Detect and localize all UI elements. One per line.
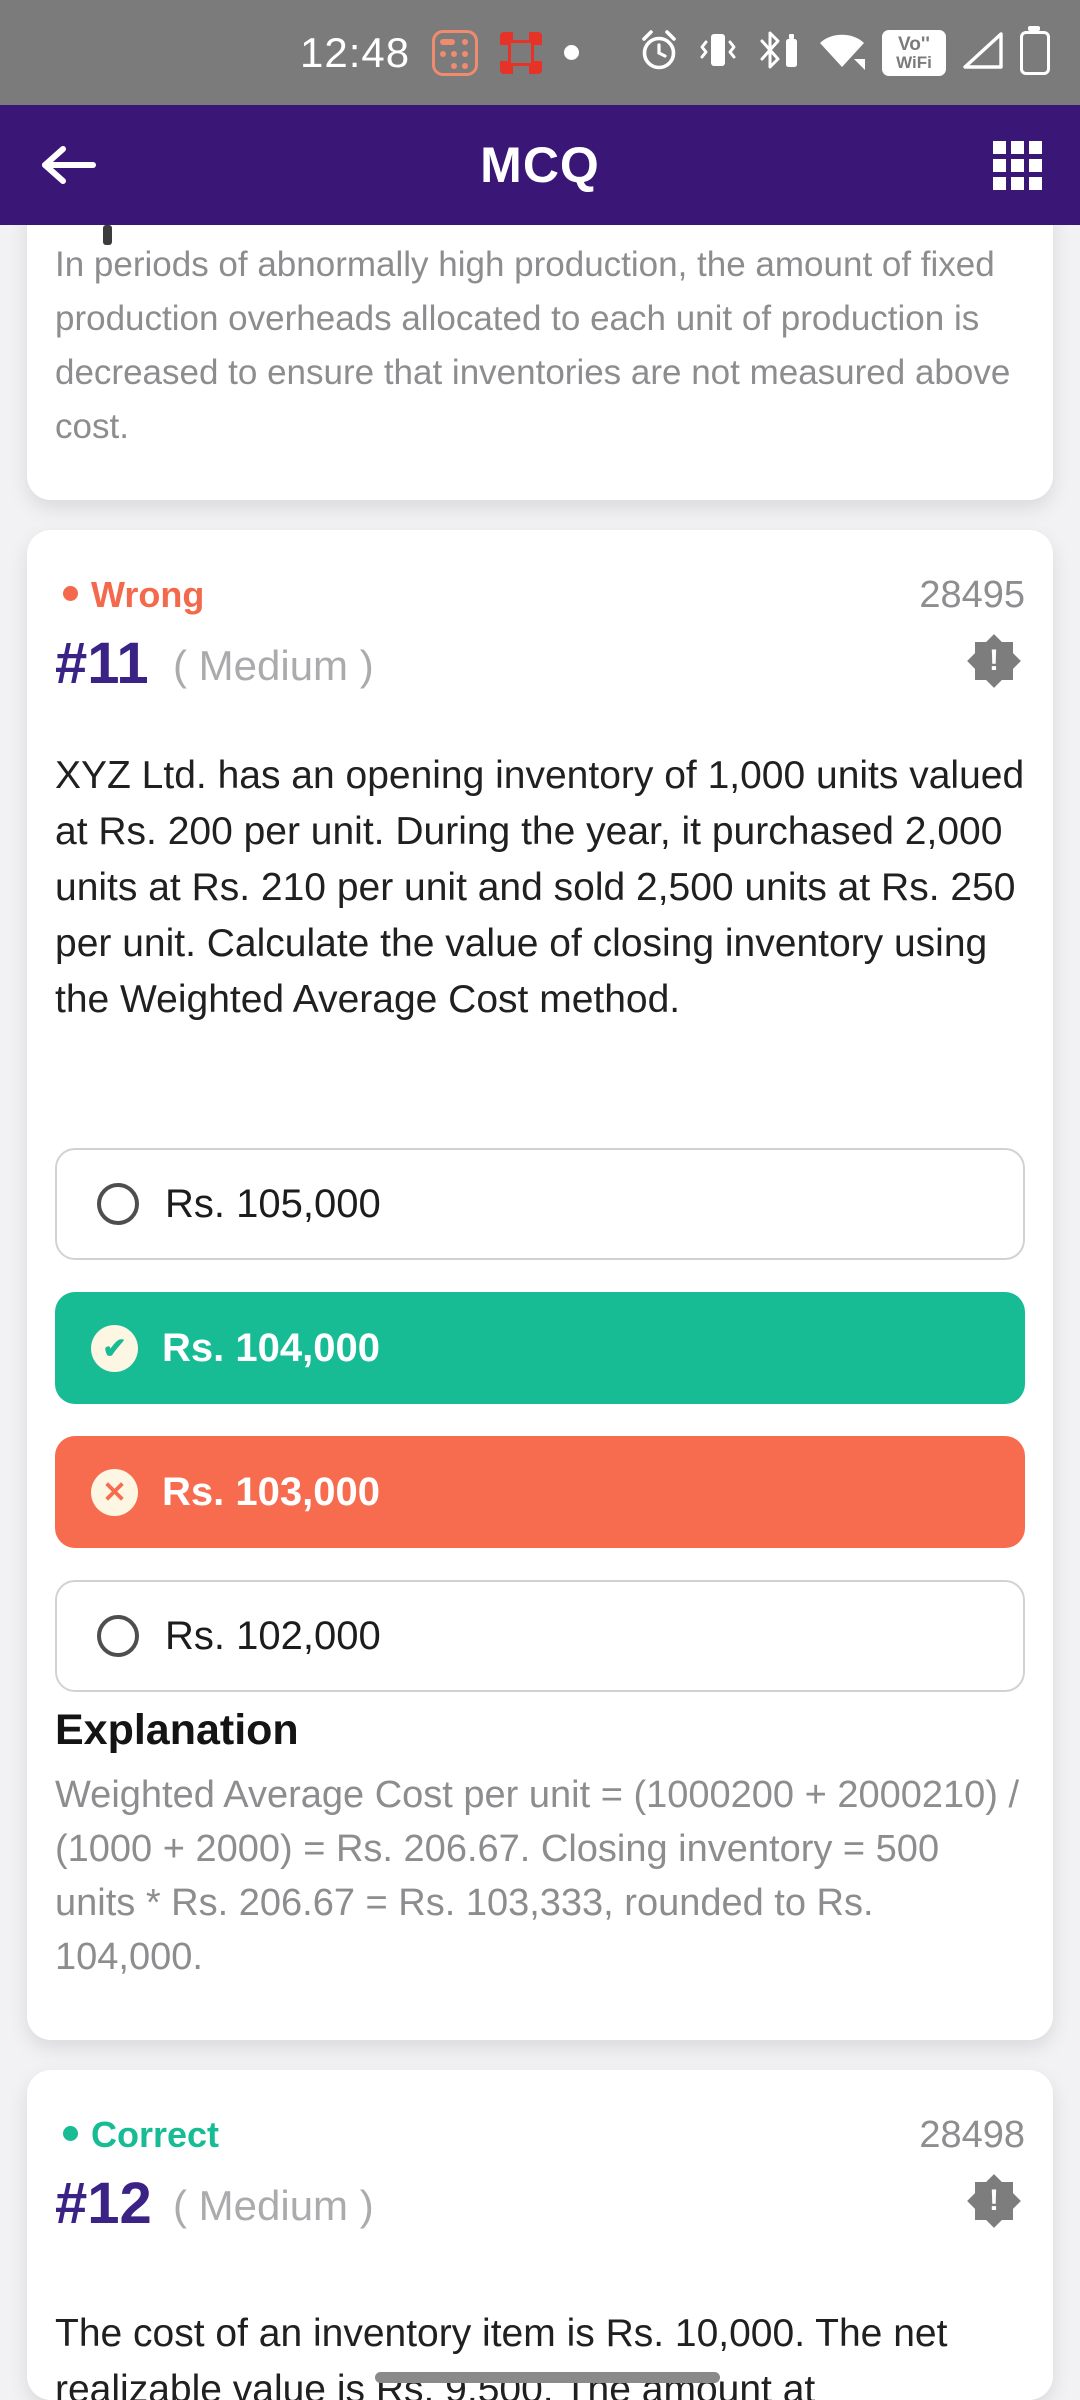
option-d[interactable]: Rs. 102,000: [55, 1580, 1025, 1692]
vowifi-icon: Vo'' WiFi: [882, 29, 946, 76]
result-row: Wrong 28495: [55, 574, 1025, 618]
question-difficulty: ( Medium ): [173, 2182, 374, 2229]
question-grid-button[interactable]: [993, 141, 1042, 190]
status-bar-left: 12:48: [300, 0, 580, 105]
report-question-button[interactable]: !: [967, 2174, 1021, 2228]
result-row: Correct 28498: [55, 2114, 1025, 2158]
question-text: The cost of an inventory item is Rs. 10,…: [55, 2312, 948, 2400]
option-label: Rs. 105,000: [165, 1181, 381, 1226]
question-card-12: Correct 28498 #12 ( Medium ) ! The cost …: [27, 2070, 1053, 2400]
back-button[interactable]: [34, 133, 104, 197]
explanation-text: Weighted Average Cost per unit = (100020…: [55, 1774, 1020, 1978]
radio-icon: [97, 1615, 139, 1657]
notification-dot-icon: [564, 45, 580, 60]
explanation-heading: Explanation: [55, 1706, 299, 1754]
result-status: Wrong: [91, 574, 205, 615]
report-question-button[interactable]: !: [967, 634, 1021, 688]
remote-app-notification-icon: [432, 29, 479, 76]
question-title-row: #12 ( Medium ) !: [55, 2170, 1025, 2246]
question-id: 28498: [919, 2114, 1025, 2156]
wifi-icon: [817, 29, 867, 76]
question-number: #12: [55, 2171, 152, 2236]
bluetooth-connected-icon: [754, 29, 802, 76]
clock-text: 12:48: [300, 28, 411, 76]
signal-strength-icon: [961, 29, 1005, 76]
option-label: Rs. 103,000: [162, 1469, 380, 1514]
radio-icon: [97, 1183, 139, 1225]
option-c-selected-wrong[interactable]: ✕ Rs. 103,000: [55, 1436, 1025, 1548]
question-id: 28495: [919, 574, 1025, 616]
cross-circle-icon: ✕: [91, 1468, 138, 1516]
home-indicator[interactable]: [375, 2372, 720, 2383]
option-label: Rs. 104,000: [162, 1325, 380, 1370]
question-number: #11: [55, 631, 149, 696]
alarm-icon: [636, 27, 682, 78]
wrong-dot-icon: [63, 586, 78, 601]
option-a[interactable]: Rs. 105,000: [55, 1148, 1025, 1260]
vibrate-icon: [697, 29, 739, 76]
status-bar: 12:48: [0, 0, 1080, 105]
check-circle-icon: ✔: [91, 1324, 138, 1372]
status-bar-right: Vo'' WiFi: [636, 0, 1050, 105]
option-label: Rs. 102,000: [165, 1613, 381, 1658]
correct-dot-icon: [63, 2126, 78, 2141]
question-card-11: Wrong 28495 #11 ( Medium ) ! XYZ Ltd. ha…: [27, 530, 1053, 2040]
page-title: MCQ: [480, 137, 600, 193]
clipped-text-artifact: [103, 225, 112, 245]
result-status: Correct: [91, 2114, 220, 2155]
option-b-correct-answer[interactable]: ✔ Rs. 104,000: [55, 1292, 1025, 1404]
statement-text: In periods of abnormally high production…: [55, 245, 1011, 446]
app-bar: MCQ: [0, 105, 1080, 225]
question-text: XYZ Ltd. has an opening inventory of 1,0…: [55, 754, 1025, 1021]
question-difficulty: ( Medium ): [173, 642, 374, 689]
screen-record-notification-icon: [500, 31, 543, 74]
battery-icon: [1020, 25, 1050, 75]
question-title-row: #11 ( Medium ) !: [55, 630, 1025, 706]
